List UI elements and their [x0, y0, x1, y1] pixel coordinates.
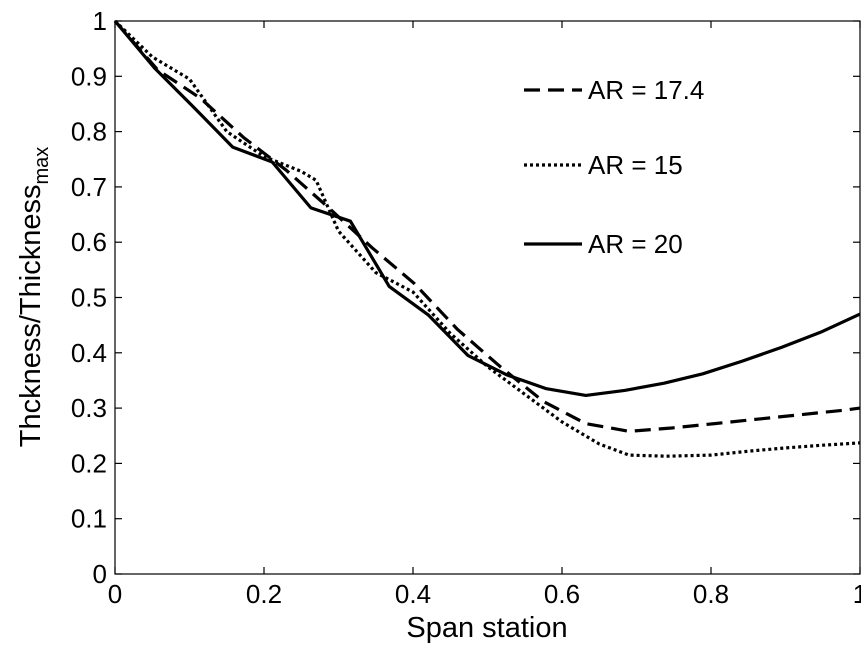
- y-axis-label-subscript: max: [31, 147, 53, 185]
- y-tick-label: 0.7: [71, 172, 107, 202]
- y-tick-label: 1: [93, 6, 107, 36]
- y-axis-label: Thckness/Thicknessmax: [15, 147, 53, 448]
- x-tick-label: 0.2: [246, 579, 282, 609]
- x-tick-label: 1: [853, 579, 861, 609]
- y-tick-label: 0.4: [71, 338, 107, 368]
- legend: AR = 17.4 AR = 15 AR = 20: [524, 75, 704, 259]
- y-ticks: 0 0.1 0.2 0.3 0.4 0.5 0.6 0.7 0.8 0.9 1: [71, 6, 860, 589]
- series-layer: [113, 19, 861, 458]
- y-tick-label: 0.3: [71, 393, 107, 423]
- plot-area: [114, 20, 861, 575]
- legend-label: AR = 17.4: [588, 75, 704, 105]
- x-tick-label: 0.4: [395, 579, 431, 609]
- y-tick-label: 0.5: [71, 283, 107, 313]
- series-line: [113, 19, 861, 397]
- series-line: [113, 19, 861, 433]
- y-tick-label: 0.8: [71, 117, 107, 147]
- y-tick-label: 0.2: [71, 448, 107, 478]
- y-axis-label-main: Thckness/Thickness: [15, 185, 47, 448]
- legend-label: AR = 15: [588, 150, 683, 180]
- x-tick-label: 0.6: [544, 579, 580, 609]
- series-line: [113, 19, 861, 458]
- x-tick-label: 0: [108, 579, 122, 609]
- legend-label: AR = 20: [588, 229, 683, 259]
- x-tick-label: 0.8: [693, 579, 729, 609]
- y-tick-label: 0.1: [71, 504, 107, 534]
- y-tick-label: 0.9: [71, 61, 107, 91]
- x-ticks: 0 0.2 0.4 0.6 0.8 1: [108, 21, 861, 609]
- x-axis-label: Span station: [406, 612, 567, 644]
- y-tick-label: 0: [93, 559, 107, 589]
- y-tick-label: 0.6: [71, 227, 107, 257]
